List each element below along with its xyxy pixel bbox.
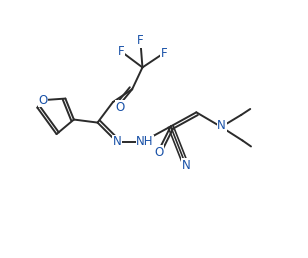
Text: O: O [115, 101, 124, 114]
Text: N: N [217, 119, 226, 132]
Text: O: O [38, 94, 47, 107]
Text: F: F [160, 47, 167, 60]
Text: O: O [154, 146, 163, 159]
Text: NH: NH [136, 135, 154, 148]
Text: F: F [118, 45, 124, 58]
Text: N: N [182, 159, 190, 172]
Text: F: F [137, 34, 144, 47]
Text: N: N [112, 135, 121, 148]
